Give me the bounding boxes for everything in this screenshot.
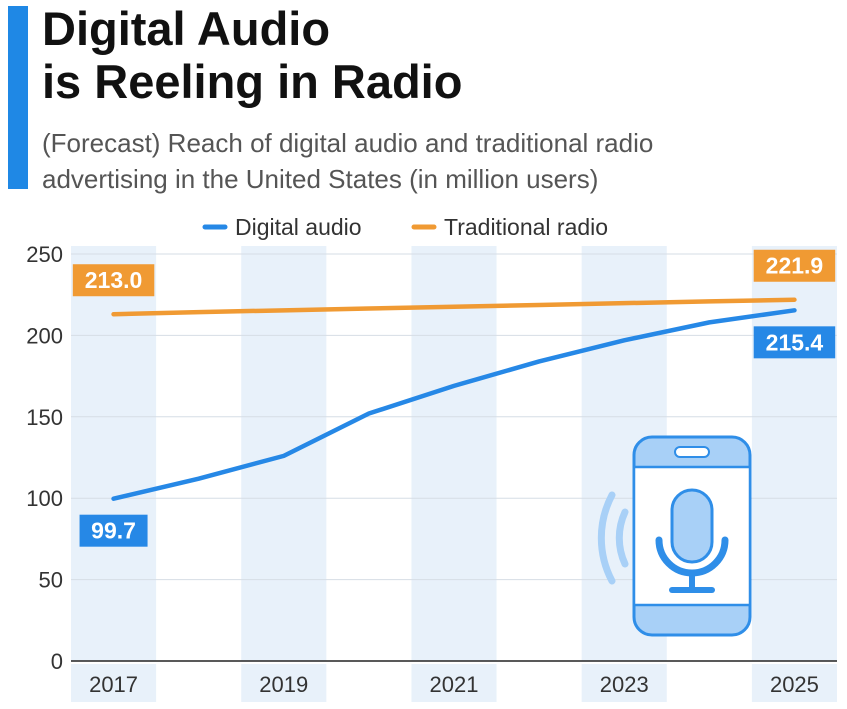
x-tick-label: 2019 <box>259 672 308 697</box>
y-tick-label: 0 <box>51 649 63 674</box>
x-tick-band <box>241 664 327 702</box>
x-tick-band <box>581 664 667 702</box>
data-label: 213.0 <box>72 264 155 297</box>
chart-title: Digital Audio is Reeling in Radio <box>42 2 462 108</box>
x-tick-label: 2025 <box>770 672 819 697</box>
x-tick-label: 2021 <box>430 672 479 697</box>
title-line-2: is Reeling in Radio <box>42 55 463 108</box>
title-line-1: Digital Audio <box>42 2 331 55</box>
data-label-text: 215.4 <box>766 329 824 355</box>
x-tick-label: 2017 <box>89 672 138 697</box>
y-tick-label: 250 <box>26 242 63 267</box>
x-tick-band <box>751 664 837 702</box>
phone-speaker-icon <box>674 446 710 458</box>
x-tick-band <box>411 664 497 702</box>
y-tick-label: 50 <box>39 568 63 593</box>
data-label: 221.9 <box>753 249 836 282</box>
sound-wave-inner-icon <box>615 508 629 568</box>
data-label-box <box>72 264 155 297</box>
accent-bar <box>8 6 28 189</box>
y-axis: 0 50 100 150 200 250 <box>26 242 63 674</box>
microphone-head-icon <box>670 488 714 564</box>
data-label-box <box>753 249 836 282</box>
subtitle-line-2: advertising in the United States (in mil… <box>42 164 599 194</box>
series-lines <box>111 297 797 501</box>
data-label-text: 213.0 <box>85 267 143 293</box>
y-tick-label: 150 <box>26 405 63 430</box>
sound-wave-outer-icon <box>597 491 616 585</box>
legend: Digital audio Traditional radio <box>202 214 608 240</box>
data-labels: 99.7 215.4 213.0 221.9 <box>72 249 836 547</box>
y-tick-label: 100 <box>26 486 63 511</box>
data-label: 99.7 <box>79 514 148 547</box>
data-label-box <box>753 326 836 359</box>
series-line-digital-audio <box>111 308 797 501</box>
data-label: 215.4 <box>753 326 836 359</box>
x-tick-band <box>71 664 157 702</box>
legend-label: Traditional radio <box>444 214 608 240</box>
data-label-text: 99.7 <box>91 518 136 544</box>
x-axis: 2017 2019 2021 2023 2025 <box>71 664 837 702</box>
band-2017 <box>71 246 157 661</box>
chart-subtitle: (Forecast) Reach of digital audio and tr… <box>42 125 822 197</box>
y-tick-label: 200 <box>26 323 63 348</box>
smartphone-microphone-icon <box>597 435 752 637</box>
data-label-text: 221.9 <box>766 253 824 279</box>
band-2021 <box>411 246 497 661</box>
subtitle-line-1: (Forecast) Reach of digital audio and tr… <box>42 128 654 158</box>
data-label-box <box>79 514 148 547</box>
series-line-traditional-radio <box>111 297 797 317</box>
x-tick-label: 2023 <box>600 672 649 697</box>
legend-label: Digital audio <box>235 214 362 240</box>
